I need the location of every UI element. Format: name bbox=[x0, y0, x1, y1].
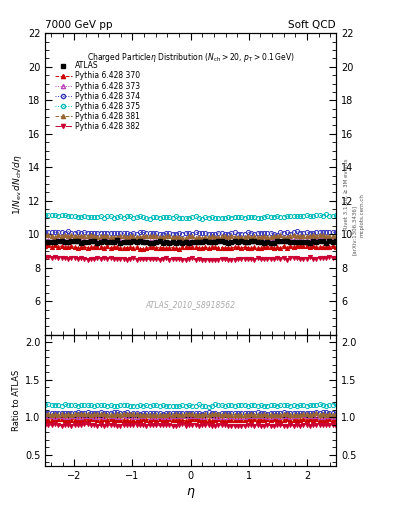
Text: [arXiv:1306.3436]: [arXiv:1306.3436] bbox=[352, 205, 357, 255]
Text: ATLAS_2010_S8918562: ATLAS_2010_S8918562 bbox=[145, 300, 236, 309]
Text: 7000 GeV pp: 7000 GeV pp bbox=[45, 19, 113, 30]
Y-axis label: $1/N_\mathrm{ev}\,dN_\mathrm{ch}/d\eta$: $1/N_\mathrm{ev}\,dN_\mathrm{ch}/d\eta$ bbox=[11, 154, 24, 215]
Text: mcplots.cern.ch: mcplots.cern.ch bbox=[360, 193, 365, 237]
Text: Rivet 3.1.10, ≥ 3M events: Rivet 3.1.10, ≥ 3M events bbox=[344, 159, 349, 230]
Y-axis label: Ratio to ATLAS: Ratio to ATLAS bbox=[12, 370, 21, 431]
Text: Charged Particle$\eta$ Distribution ($N_\mathrm{ch}>20,\,p_\mathrm{T}>0.1\,\math: Charged Particle$\eta$ Distribution ($N_… bbox=[86, 51, 295, 65]
Text: Soft QCD: Soft QCD bbox=[288, 19, 336, 30]
X-axis label: $\eta$: $\eta$ bbox=[186, 486, 195, 500]
Legend: ATLAS, Pythia 6.428 370, Pythia 6.428 373, Pythia 6.428 374, Pythia 6.428 375, P: ATLAS, Pythia 6.428 370, Pythia 6.428 37… bbox=[55, 61, 140, 131]
